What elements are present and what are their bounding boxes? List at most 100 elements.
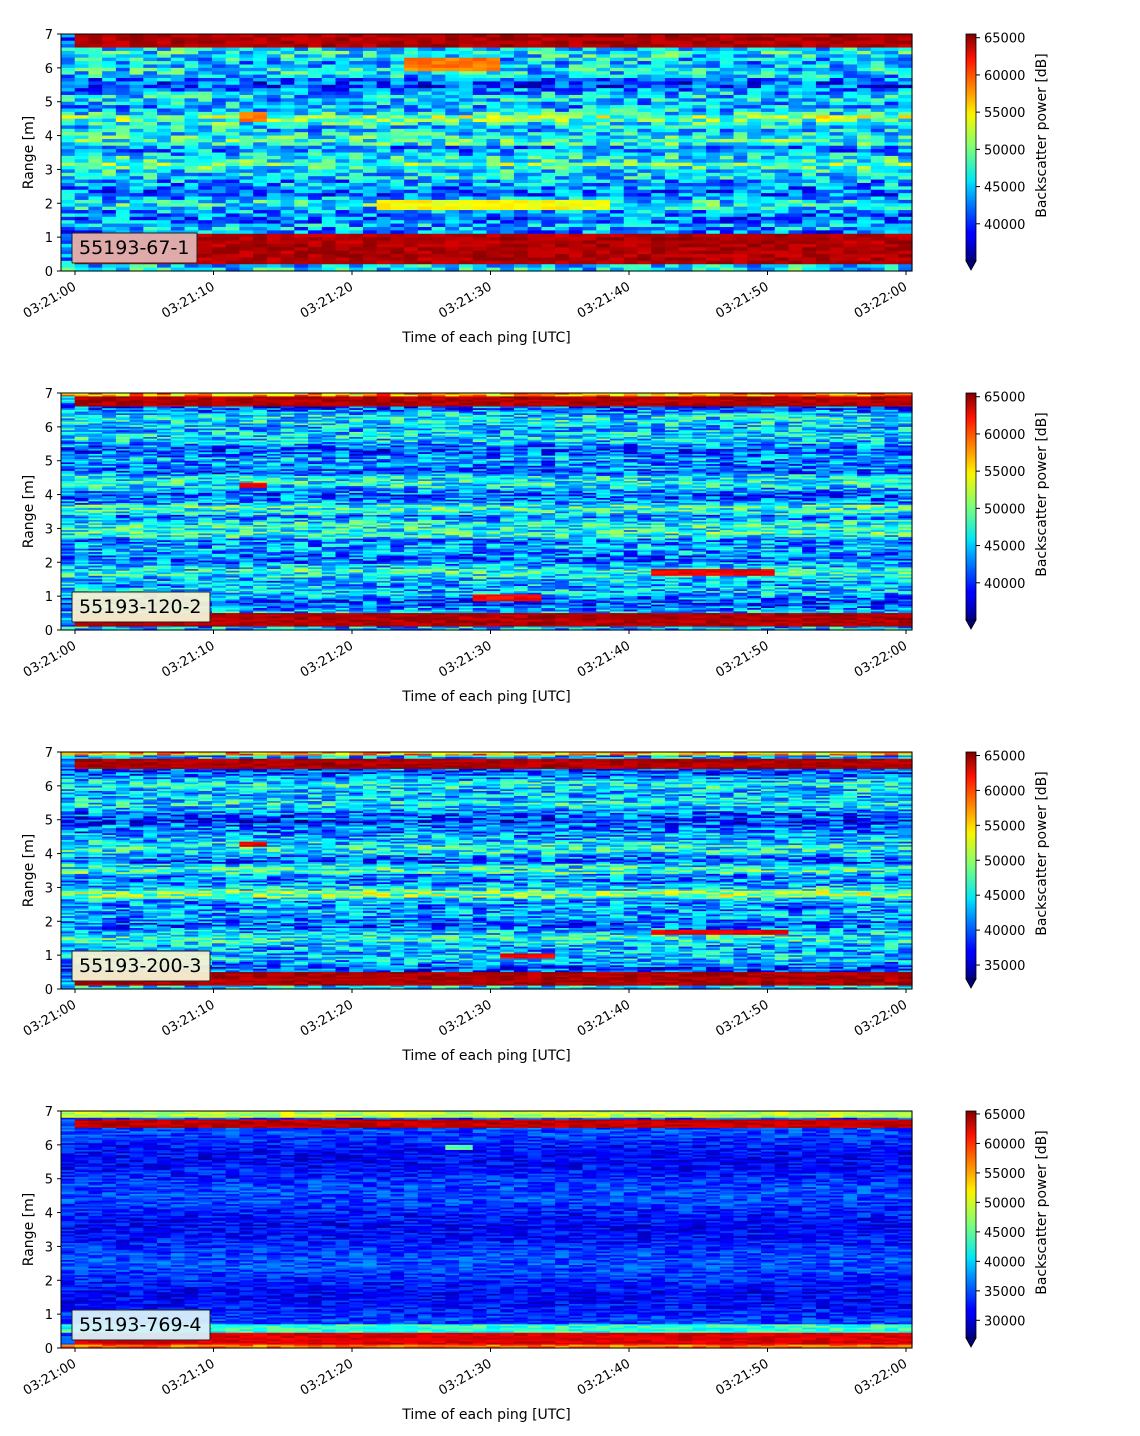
x-tick-label: 03:21:50 bbox=[713, 997, 771, 1039]
y-tick-label: 4 bbox=[45, 848, 53, 863]
y-tick-label: 6 bbox=[45, 421, 53, 436]
x-tick-label: 03:21:50 bbox=[713, 1356, 771, 1398]
x-tick-label: 03:21:40 bbox=[575, 997, 633, 1039]
y-tick-label: 7 bbox=[45, 28, 53, 43]
colorbar-tick-label: 50000 bbox=[984, 854, 1025, 869]
y-axis-label: Range [m] bbox=[21, 1193, 37, 1266]
x-tick-label: 03:21:40 bbox=[575, 1356, 633, 1398]
colorbar-label: Backscatter power [dB] bbox=[1034, 53, 1050, 218]
x-tick-label: 03:21:20 bbox=[298, 638, 356, 680]
y-tick-label: 1 bbox=[45, 949, 53, 964]
x-tick-label: 03:21:00 bbox=[21, 279, 79, 321]
colorbar-4: 3000035000400004500050000550006000065000… bbox=[966, 1108, 1050, 1347]
x-tick-label: 03:21:20 bbox=[298, 997, 356, 1039]
colorbar-tick-label: 45000 bbox=[984, 889, 1025, 904]
y-tick-label: 3 bbox=[45, 163, 53, 178]
sensor-label: 55193-200-3 bbox=[79, 955, 202, 977]
colorbar-label: Backscatter power [dB] bbox=[1034, 1130, 1050, 1295]
colorbar-label: Backscatter power [dB] bbox=[1034, 412, 1050, 577]
x-tick-label: 03:21:20 bbox=[298, 279, 356, 321]
x-tick-label: 03:21:00 bbox=[21, 638, 79, 680]
y-tick-label: 7 bbox=[45, 387, 53, 402]
colorbar-1: 40000 45000 50000 55000 60000 65000 Backscatte… bbox=[966, 32, 1050, 270]
colorbar-tick-label: 45000 bbox=[984, 1226, 1025, 1241]
y-tick-label: 5 bbox=[45, 455, 53, 470]
x-tick-label: 03:21:50 bbox=[713, 279, 771, 321]
x-tick-label: 03:21:50 bbox=[713, 638, 771, 680]
y-tick-label: 1 bbox=[45, 590, 53, 605]
panel-2: 0 1 2 3 4 5 6 7 03:21:00 03:21:10 03:21:20 03:21:30… bbox=[21, 387, 1050, 705]
colorbar-tick-label: 45000 bbox=[984, 540, 1025, 555]
colorbar-tick-label: 65000 bbox=[984, 391, 1025, 406]
colorbar-label: Backscatter power [dB] bbox=[1034, 771, 1050, 936]
x-tick-label: 03:21:30 bbox=[436, 997, 494, 1039]
x-tick-label: 03:21:10 bbox=[159, 279, 217, 321]
y-tick-label: 4 bbox=[45, 130, 53, 145]
y-tick-label: 0 bbox=[45, 265, 53, 280]
x-tick-label: 03:22:00 bbox=[852, 279, 910, 321]
colorbar-2: 400004500050000550006000065000Backscatte… bbox=[966, 391, 1050, 629]
colorbar-tick-label: 50000 bbox=[984, 502, 1025, 517]
colorbar-tick-label: 30000 bbox=[984, 1314, 1025, 1329]
x-tick-label: 03:21:30 bbox=[436, 279, 494, 321]
y-tick-label: 1 bbox=[45, 1308, 53, 1323]
colorbar-tick-label: 40000 bbox=[984, 218, 1025, 233]
y-tick-label: 7 bbox=[45, 746, 53, 761]
y-axis-label: Range [m] bbox=[21, 475, 37, 548]
y-axis-label: Range [m] bbox=[21, 834, 37, 907]
y-tick-label: 2 bbox=[45, 1274, 53, 1289]
sensor-label: 55193-769-4 bbox=[79, 1314, 202, 1336]
y-tick-label: 2 bbox=[45, 197, 53, 212]
y-tick-label: 1 bbox=[45, 231, 53, 246]
colorbar-tick-label: 55000 bbox=[984, 106, 1025, 121]
colorbar-tick-label: 60000 bbox=[984, 1137, 1025, 1152]
colorbar-tick-label: 60000 bbox=[984, 69, 1025, 84]
x-tick-label: 03:21:10 bbox=[159, 638, 217, 680]
x-tick-label: 03:21:30 bbox=[436, 1356, 494, 1398]
x-tick-label: 03:22:00 bbox=[852, 638, 910, 680]
colorbar-tick-label: 35000 bbox=[984, 1285, 1025, 1300]
colorbar-tick-label: 35000 bbox=[984, 959, 1025, 974]
colorbar-tick-label: 50000 bbox=[984, 1196, 1025, 1211]
colorbar-3: 35000 40000 45000 50000 55000 60000 65000 Backs… bbox=[966, 749, 1050, 988]
colorbar-tick-label: 40000 bbox=[984, 924, 1025, 939]
y-tick-label: 6 bbox=[45, 62, 53, 77]
x-tick-label: 03:21:10 bbox=[159, 1356, 217, 1398]
y-tick-label: 3 bbox=[45, 1240, 53, 1255]
x-tick-label: 03:21:40 bbox=[575, 638, 633, 680]
y-tick-label: 5 bbox=[45, 1173, 53, 1188]
colorbar-tick-label: 65000 bbox=[984, 749, 1025, 764]
x-axis-label: Time of each ping [UTC] bbox=[401, 1048, 571, 1064]
colorbar-tick-label: 60000 bbox=[984, 784, 1025, 799]
y-tick-label: 2 bbox=[45, 915, 53, 930]
colorbar-tick-label: 55000 bbox=[984, 1167, 1025, 1182]
y-tick-label: 4 bbox=[45, 1207, 53, 1222]
colorbar-tick-label: 60000 bbox=[984, 428, 1025, 443]
colorbar-tick-label: 40000 bbox=[984, 577, 1025, 592]
x-tick-label: 03:21:40 bbox=[575, 279, 633, 321]
x-tick-label: 03:22:00 bbox=[852, 1356, 910, 1398]
x-axis-label: Time of each ping [UTC] bbox=[401, 689, 571, 705]
y-tick-label: 0 bbox=[45, 624, 53, 639]
colorbar-tick-label: 65000 bbox=[984, 32, 1025, 47]
x-tick-label: 03:21:30 bbox=[436, 638, 494, 680]
colorbar-tick-label: 50000 bbox=[984, 143, 1025, 158]
y-tick-label: 7 bbox=[45, 1105, 53, 1120]
x-tick-label: 03:21:10 bbox=[159, 997, 217, 1039]
sensor-label: 55193-120-2 bbox=[79, 596, 202, 618]
y-tick-label: 5 bbox=[45, 814, 53, 829]
y-tick-label: 3 bbox=[45, 881, 53, 896]
y-tick-label: 3 bbox=[45, 522, 53, 537]
y-tick-label: 5 bbox=[45, 96, 53, 111]
y-tick-label: 2 bbox=[45, 556, 53, 571]
y-tick-label: 4 bbox=[45, 489, 53, 504]
colorbar-tick-label: 45000 bbox=[984, 181, 1025, 196]
colorbar-tick-label: 55000 bbox=[984, 819, 1025, 834]
y-tick-label: 6 bbox=[45, 780, 53, 795]
y-tick-label: 0 bbox=[45, 1342, 53, 1357]
sensor-label: 55193-67-1 bbox=[79, 237, 189, 259]
panel-1: 0 1 2 3 4 5 6 7 03:21:00 03:21:10 03:21:20 03:21:30… bbox=[21, 28, 1050, 346]
